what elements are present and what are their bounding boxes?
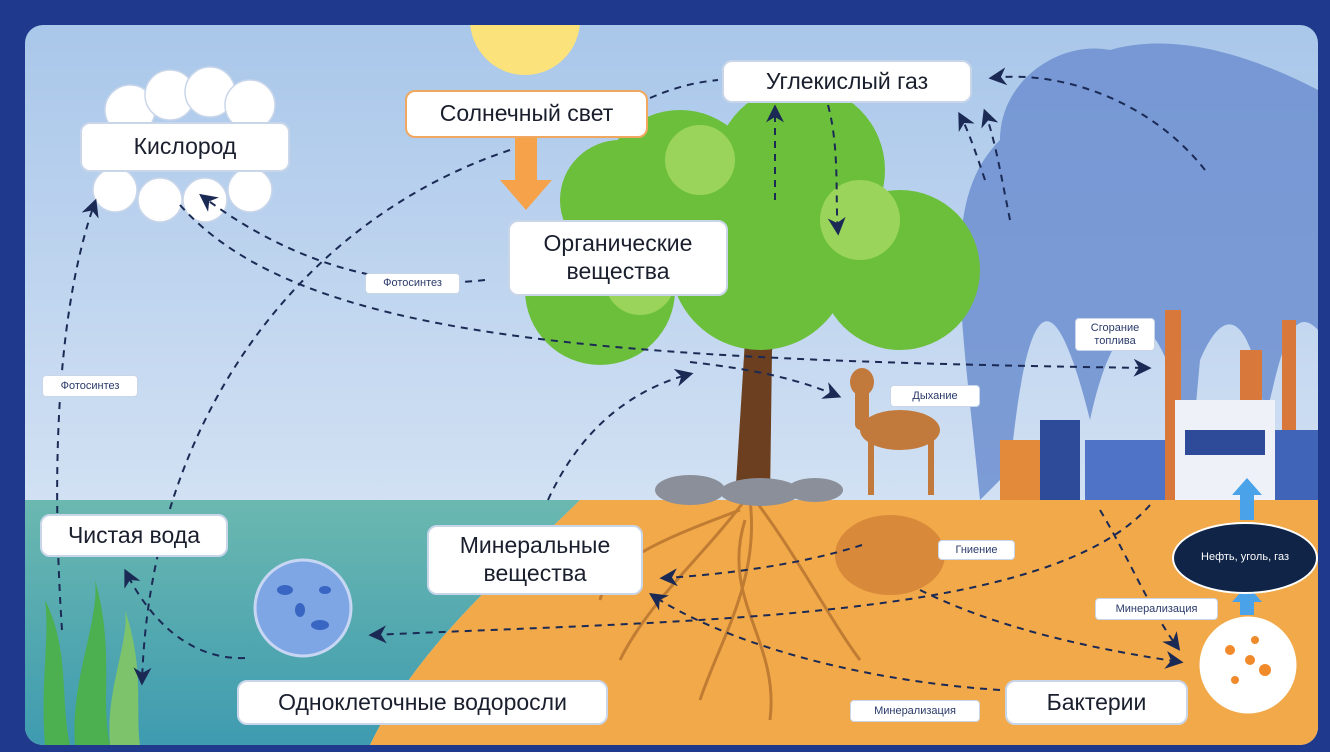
- label-text: Минерализация: [1116, 603, 1198, 616]
- label-text: Одноклеточные водоросли: [278, 689, 567, 717]
- label-line: Минеральные: [460, 532, 611, 560]
- label-line: вещества: [484, 560, 587, 588]
- photosynthesis-label: Фотосинтез: [365, 273, 460, 294]
- decay-label: Гниение: [938, 540, 1015, 560]
- mineralization-label: Минерализация: [850, 700, 980, 722]
- label-text: Нефть, уголь, газ: [1201, 551, 1289, 564]
- oxygen-label: Кислород: [80, 122, 290, 172]
- label-text: Фотосинтез: [61, 380, 120, 393]
- label-text: Дыхание: [912, 390, 957, 403]
- background: [25, 0, 1318, 745]
- carbon-cycle-diagram: Кислород Солнечный свет Углекислый газ О…: [0, 0, 1330, 752]
- label-line: топлива: [1094, 335, 1135, 348]
- label-line: Сгорание: [1091, 322, 1139, 335]
- label-text: Фотосинтез: [383, 277, 442, 290]
- label-text: Углекислый газ: [766, 68, 928, 96]
- scenery: [0, 0, 1330, 752]
- label-line: Органические: [544, 230, 693, 258]
- label-text: Солнечный свет: [440, 100, 614, 128]
- photosynthesis-label: Фотосинтез: [42, 375, 138, 397]
- sunlight-label: Солнечный свет: [405, 90, 648, 138]
- bacteria-label: Бактерии: [1005, 680, 1188, 725]
- fossil-fuel-label: Нефть, уголь, газ: [1172, 522, 1318, 594]
- algae-label: Одноклеточные водоросли: [237, 680, 608, 725]
- clean-water-label: Чистая вода: [40, 514, 228, 557]
- label-text: Бактерии: [1047, 689, 1147, 717]
- label-text: Минерализация: [874, 705, 956, 718]
- mineralization-label: Минерализация: [1095, 598, 1218, 620]
- label-text: Кислород: [134, 133, 237, 161]
- label-line: вещества: [567, 258, 670, 286]
- label-text: Чистая вода: [68, 522, 200, 550]
- label-text: Гниение: [955, 544, 997, 557]
- respiration-label: Дыхание: [890, 385, 980, 407]
- co2-label: Углекислый газ: [722, 60, 972, 103]
